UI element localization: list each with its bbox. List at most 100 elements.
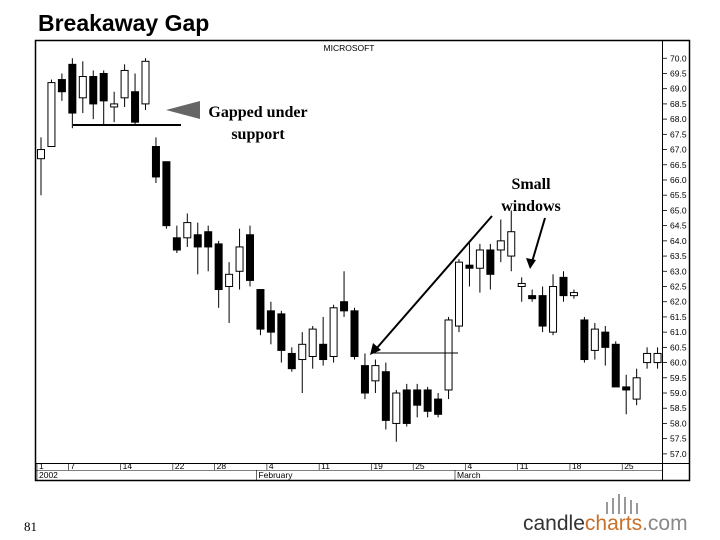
candle-body xyxy=(256,289,265,330)
candle-body xyxy=(611,343,620,388)
candle-body xyxy=(538,295,547,327)
y-tick-label: 62.0 xyxy=(670,297,687,307)
page-number: 81 xyxy=(24,519,37,534)
logo-part: charts xyxy=(585,512,642,535)
candle-body xyxy=(371,365,380,382)
candle-body xyxy=(120,69,129,99)
arrow xyxy=(531,217,546,263)
x-tick-label: 7 xyxy=(70,461,75,471)
candle-body xyxy=(580,319,589,361)
x-tick-label: 25 xyxy=(624,461,634,471)
y-tick-label: 59.0 xyxy=(670,388,687,398)
candle-body xyxy=(434,398,443,415)
y-tick-label: 57.5 xyxy=(670,434,687,444)
candle-body xyxy=(528,295,537,300)
y-tick-label: 67.0 xyxy=(670,145,687,155)
y-tick-label: 66.0 xyxy=(670,175,687,185)
candle-body xyxy=(235,246,244,272)
candle-body xyxy=(329,307,338,357)
candle-body xyxy=(141,60,150,105)
y-tick-label: 61.0 xyxy=(670,327,687,337)
candle-body xyxy=(162,161,171,227)
candle-body xyxy=(601,331,610,348)
candle-body xyxy=(319,343,328,361)
x-tick-label: 18 xyxy=(572,461,582,471)
y-tick-label: 63.0 xyxy=(670,266,687,276)
candle-body xyxy=(57,79,66,93)
candle-body xyxy=(298,343,307,361)
candle-body xyxy=(360,365,369,394)
candle-body xyxy=(643,352,652,364)
arrow-head xyxy=(526,258,536,269)
candle-body xyxy=(465,264,474,269)
y-tick-label: 64.5 xyxy=(670,221,687,231)
candle-body xyxy=(68,63,77,114)
candle-body xyxy=(266,310,275,333)
candle-body xyxy=(444,319,453,391)
candle-body xyxy=(496,240,505,251)
candle-body xyxy=(486,249,495,275)
candle-body xyxy=(632,377,641,400)
x-tick-label: 11 xyxy=(321,461,330,471)
candle-body xyxy=(225,273,234,287)
x-tick-label: 25 xyxy=(415,461,425,471)
y-tick-label: 57.0 xyxy=(670,449,687,459)
candle-body xyxy=(455,261,463,327)
y-tick-label: 61.5 xyxy=(670,312,687,322)
slide-title: Breakaway Gap xyxy=(38,10,209,36)
y-tick-label: 60.5 xyxy=(670,342,687,352)
x-tick-label: 4 xyxy=(269,461,274,471)
candle-body xyxy=(517,282,526,287)
month-label: 2002 xyxy=(39,470,58,480)
candle-body xyxy=(549,285,558,333)
candle-body xyxy=(381,371,390,421)
y-tick-label: 63.5 xyxy=(670,251,687,261)
candle-body xyxy=(204,231,213,248)
candle-body xyxy=(590,328,599,351)
candle-body xyxy=(110,103,119,108)
candle-body xyxy=(392,392,401,424)
logo-part: .com xyxy=(642,512,688,535)
logo: candlecharts.com xyxy=(523,512,688,535)
candle-body xyxy=(559,276,568,297)
candle-body xyxy=(423,389,432,412)
candle-body xyxy=(475,249,484,269)
x-tick-label: 19 xyxy=(373,461,383,471)
y-tick-label: 62.5 xyxy=(670,281,687,291)
x-tick-label: 22 xyxy=(175,461,185,471)
annotation: Gapped under xyxy=(208,104,307,121)
candle-body xyxy=(402,389,411,424)
y-tick-label: 69.5 xyxy=(670,68,687,78)
candle-body xyxy=(99,72,108,102)
candle-body xyxy=(47,82,56,148)
y-tick-label: 65.5 xyxy=(670,190,687,200)
annotation: support xyxy=(231,126,285,143)
candle-body xyxy=(193,234,202,248)
candle-body xyxy=(340,301,349,312)
y-tick-label: 69.0 xyxy=(670,84,687,94)
candle-body xyxy=(569,292,578,297)
chart-title: MICROSOFT xyxy=(324,43,375,53)
candle-body xyxy=(507,231,516,257)
arrow-head xyxy=(370,343,381,355)
annotation: windows xyxy=(501,198,561,215)
candle-body xyxy=(89,76,98,105)
y-tick-label: 68.0 xyxy=(670,114,687,124)
pointer xyxy=(166,101,200,119)
y-tick-label: 70.0 xyxy=(670,53,687,63)
annotation: Small xyxy=(511,176,551,193)
y-tick-label: 67.5 xyxy=(670,129,687,139)
candle-body xyxy=(151,146,160,178)
y-tick-label: 65.0 xyxy=(670,205,687,215)
candle-body xyxy=(653,352,662,364)
candle-body xyxy=(413,389,422,406)
candle-body xyxy=(277,313,286,351)
chart-frame xyxy=(34,39,691,482)
arrow xyxy=(375,215,493,350)
candle-body xyxy=(172,237,181,251)
logo-bars xyxy=(606,494,638,514)
candle-body xyxy=(350,310,359,357)
y-tick-label: 64.0 xyxy=(670,236,687,246)
y-tick-label: 66.5 xyxy=(670,160,687,170)
